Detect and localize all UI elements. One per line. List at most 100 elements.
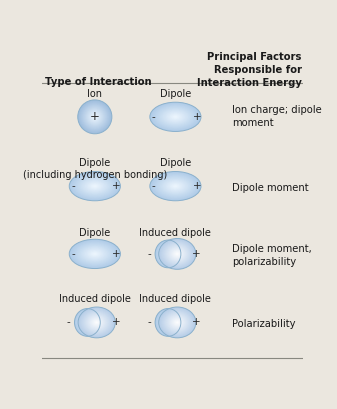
Ellipse shape — [170, 183, 181, 189]
Ellipse shape — [167, 321, 169, 323]
Ellipse shape — [170, 248, 185, 260]
Ellipse shape — [153, 173, 198, 199]
Ellipse shape — [87, 109, 102, 124]
Ellipse shape — [166, 245, 189, 263]
Ellipse shape — [158, 176, 192, 196]
Ellipse shape — [160, 239, 195, 268]
Ellipse shape — [164, 110, 187, 124]
Ellipse shape — [161, 247, 175, 261]
Ellipse shape — [91, 113, 99, 121]
Ellipse shape — [153, 104, 198, 130]
Ellipse shape — [76, 243, 113, 265]
Ellipse shape — [83, 318, 92, 327]
Ellipse shape — [171, 184, 180, 189]
Ellipse shape — [75, 243, 115, 265]
Ellipse shape — [82, 317, 92, 328]
Ellipse shape — [96, 321, 98, 323]
Ellipse shape — [155, 308, 181, 336]
Ellipse shape — [174, 320, 180, 325]
Ellipse shape — [161, 315, 175, 329]
Ellipse shape — [78, 312, 97, 333]
Ellipse shape — [176, 253, 178, 255]
Ellipse shape — [174, 116, 177, 118]
Ellipse shape — [157, 175, 194, 197]
Text: +: + — [193, 181, 202, 191]
Ellipse shape — [90, 112, 99, 121]
Ellipse shape — [79, 245, 111, 263]
Ellipse shape — [82, 316, 93, 328]
Text: +: + — [112, 181, 121, 191]
Ellipse shape — [86, 321, 89, 324]
Ellipse shape — [159, 307, 196, 338]
Ellipse shape — [71, 240, 119, 268]
Text: Dipole: Dipole — [79, 228, 111, 238]
Ellipse shape — [156, 241, 180, 267]
Ellipse shape — [164, 318, 172, 327]
Ellipse shape — [92, 114, 98, 120]
Ellipse shape — [78, 307, 115, 338]
Ellipse shape — [80, 315, 95, 330]
Ellipse shape — [151, 172, 200, 200]
Ellipse shape — [84, 180, 106, 193]
Ellipse shape — [81, 315, 94, 329]
Ellipse shape — [75, 175, 115, 198]
Ellipse shape — [162, 310, 193, 335]
Ellipse shape — [92, 184, 98, 188]
Ellipse shape — [171, 115, 180, 119]
Ellipse shape — [76, 310, 99, 335]
Ellipse shape — [162, 316, 174, 328]
Ellipse shape — [159, 244, 177, 264]
Ellipse shape — [79, 177, 111, 195]
Text: -: - — [147, 249, 151, 259]
Text: Principal Factors
Responsible for
Interaction Energy: Principal Factors Responsible for Intera… — [197, 52, 302, 88]
Ellipse shape — [160, 245, 176, 262]
Ellipse shape — [161, 178, 190, 194]
Ellipse shape — [174, 252, 180, 256]
Ellipse shape — [83, 311, 110, 334]
Ellipse shape — [86, 108, 103, 125]
Text: -: - — [71, 249, 75, 259]
Ellipse shape — [160, 308, 195, 337]
Ellipse shape — [94, 320, 100, 325]
Ellipse shape — [156, 309, 180, 335]
Text: Ion: Ion — [87, 89, 102, 99]
Ellipse shape — [89, 111, 100, 122]
Ellipse shape — [158, 243, 178, 265]
Ellipse shape — [169, 316, 186, 329]
Ellipse shape — [85, 319, 90, 326]
Ellipse shape — [170, 317, 185, 328]
Ellipse shape — [92, 318, 102, 327]
Ellipse shape — [159, 313, 177, 332]
Ellipse shape — [83, 105, 107, 129]
Ellipse shape — [161, 315, 175, 330]
Text: +: + — [90, 110, 100, 124]
Text: -: - — [71, 181, 75, 191]
Text: -: - — [152, 112, 156, 122]
Ellipse shape — [154, 174, 197, 198]
Ellipse shape — [157, 243, 179, 265]
Ellipse shape — [159, 312, 177, 333]
Ellipse shape — [71, 172, 119, 200]
Ellipse shape — [175, 252, 179, 256]
Ellipse shape — [89, 183, 100, 189]
Ellipse shape — [160, 314, 176, 331]
Ellipse shape — [81, 246, 109, 262]
Ellipse shape — [78, 100, 112, 134]
Ellipse shape — [156, 106, 195, 128]
Ellipse shape — [170, 114, 181, 120]
Ellipse shape — [174, 185, 177, 187]
Ellipse shape — [168, 113, 183, 121]
Ellipse shape — [165, 111, 185, 123]
Ellipse shape — [167, 314, 188, 331]
Ellipse shape — [91, 184, 99, 189]
Ellipse shape — [85, 108, 104, 126]
Ellipse shape — [75, 309, 99, 335]
Ellipse shape — [156, 175, 195, 198]
Ellipse shape — [166, 252, 170, 256]
Ellipse shape — [162, 248, 174, 260]
Ellipse shape — [86, 314, 107, 331]
Ellipse shape — [166, 320, 170, 325]
Ellipse shape — [168, 315, 187, 330]
Ellipse shape — [166, 321, 170, 324]
Text: Dipole: Dipole — [160, 158, 191, 169]
